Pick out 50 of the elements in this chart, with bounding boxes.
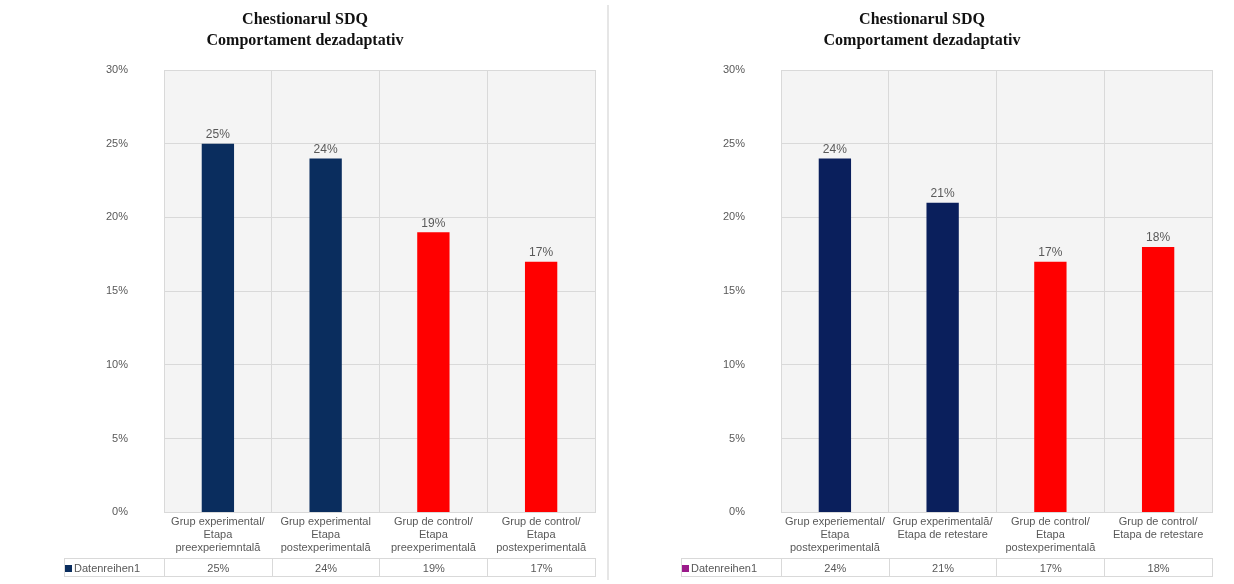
y-tick-label: 15% bbox=[722, 284, 746, 297]
x-tick-label: Grup de control/ Etapa postexperimentală bbox=[1005, 515, 1097, 554]
data-label: 24% bbox=[272, 558, 380, 577]
bar bbox=[309, 158, 342, 512]
y-tick-label: 20% bbox=[722, 210, 746, 223]
y-tick-label: 5% bbox=[112, 431, 129, 444]
text: 24% bbox=[822, 141, 847, 156]
bar bbox=[818, 158, 852, 512]
y-tick-label: 0% bbox=[112, 505, 129, 518]
text: 17% bbox=[1038, 245, 1063, 260]
y-tick-label: 10% bbox=[722, 357, 746, 370]
bar bbox=[1141, 246, 1175, 512]
x-tick-label: Grup de control/ Etapa postexperimentală bbox=[496, 515, 587, 554]
text: 25% bbox=[205, 127, 230, 142]
text: 19% bbox=[421, 215, 446, 230]
data-label: 21% bbox=[889, 558, 997, 577]
y-tick-label: 25% bbox=[722, 136, 746, 149]
text: 24% bbox=[313, 141, 338, 156]
text: Datenreihen1 bbox=[681, 558, 782, 577]
bar bbox=[201, 143, 235, 512]
y-tick-label: 15% bbox=[105, 284, 129, 297]
legend-label: Datenreihen1 bbox=[64, 558, 165, 577]
y-tick-label: 0% bbox=[729, 505, 746, 518]
bar bbox=[926, 202, 959, 512]
x-tick-label: Grup experimentală/ Etapa de retestare bbox=[892, 515, 994, 541]
data-label: 19% bbox=[379, 558, 488, 577]
x-tick-label: Grup de control/ Etapa de retestare bbox=[1112, 515, 1204, 541]
data-label: 18% bbox=[1104, 558, 1213, 577]
x-tick-label: Grup experimental/ Etapa preexperiemntală bbox=[171, 515, 266, 554]
data-label: 25% bbox=[164, 558, 273, 577]
chart-title: Chestionarul SDQ Comportament dezadaptativ bbox=[822, 9, 1022, 50]
bar bbox=[417, 232, 450, 512]
data-label: 17% bbox=[487, 558, 596, 577]
y-tick-label: 20% bbox=[105, 210, 129, 223]
data-label: 24% bbox=[781, 558, 890, 577]
y-tick-label: 25% bbox=[105, 136, 129, 149]
y-tick-label: 30% bbox=[722, 63, 746, 76]
data-label: 17% bbox=[996, 558, 1105, 577]
bar bbox=[524, 261, 558, 512]
bar bbox=[1034, 261, 1067, 512]
text: 18% bbox=[1146, 230, 1171, 245]
text: 17% bbox=[529, 245, 554, 260]
y-tick-label: 10% bbox=[105, 357, 129, 370]
x-tick-label: Grup experiemental/ Etapa postexperimentală bbox=[785, 515, 886, 554]
text: 21% bbox=[930, 186, 955, 201]
y-tick-label: 30% bbox=[105, 63, 129, 76]
x-tick-label: Grup experimental Etapa postexperimentală bbox=[280, 515, 372, 554]
chart-title: Chestionarul SDQ Comportament dezadaptativ bbox=[205, 9, 405, 50]
x-tick-label: Grup de control/ Etapa preexperimentală bbox=[390, 515, 477, 554]
y-tick-label: 5% bbox=[729, 431, 746, 444]
